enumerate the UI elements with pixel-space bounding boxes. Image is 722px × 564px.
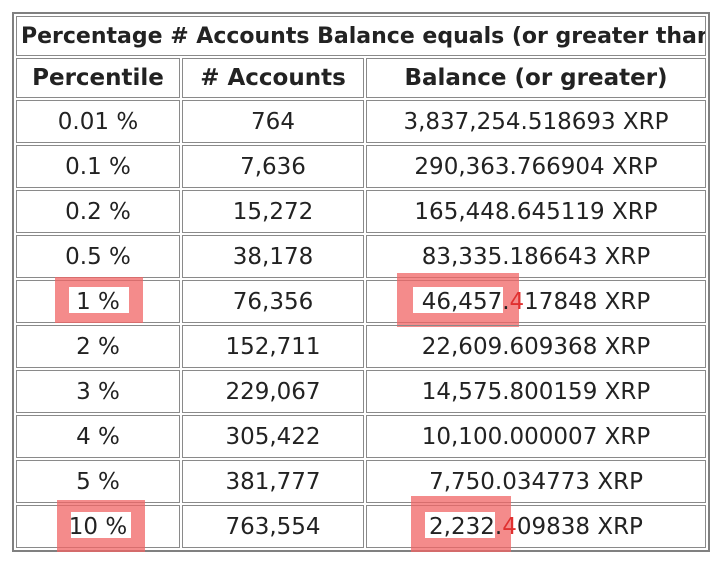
- table-row: 0.1 % 7,636 290,363.766904 XRP: [16, 145, 706, 188]
- table-row: 4 % 305,422 10,100.000007 XRP: [16, 415, 706, 458]
- table-title-row: Percentage # Accounts Balance equals (or…: [16, 16, 706, 56]
- percentile-cell-highlighted: 1 %: [16, 277, 180, 323]
- percentile-cell: 0.01 %: [16, 100, 180, 143]
- header-accounts: # Accounts: [182, 58, 364, 98]
- balance-cell: 83,335.186643 XRP: [366, 235, 706, 278]
- balance-red-digit: 4: [502, 513, 517, 540]
- header-balance: Balance (or greater): [366, 58, 706, 98]
- balance-cell: 22,609.609368 XRP: [366, 325, 706, 368]
- percentile-cell: 2 %: [16, 325, 180, 368]
- table-row: 0.01 % 764 3,837,254.518693 XRP: [16, 100, 706, 143]
- percentile-cell: 3 %: [16, 370, 180, 413]
- balance-cell: 7,750.034773 XRP: [366, 460, 706, 503]
- accounts-cell: 152,711: [182, 325, 364, 368]
- accounts-cell: 38,178: [182, 235, 364, 278]
- accounts-cell: 15,272: [182, 190, 364, 233]
- balance-cell-highlighted: 46,457.417848 XRP: [366, 273, 706, 327]
- balance-text: 2,232.409838 XRP: [429, 514, 643, 540]
- percentile-cell: 5 %: [16, 460, 180, 503]
- balance-cell: 290,363.766904 XRP: [366, 145, 706, 188]
- balance-cell: 10,100.000007 XRP: [366, 415, 706, 458]
- balance-cell: 165,448.645119 XRP: [366, 190, 706, 233]
- percentile-text: 10 %: [68, 513, 128, 540]
- balance-part: 17848 XRP: [524, 288, 651, 315]
- table-row: 2 % 152,711 22,609.609368 XRP: [16, 325, 706, 368]
- balance-part: 46,457.: [421, 288, 510, 315]
- table-row-highlighted: 1 % 76,356 46,457.417848 XRP: [16, 273, 706, 327]
- accounts-cell: 229,067: [182, 370, 364, 413]
- accounts-cell: 7,636: [182, 145, 364, 188]
- percentile-cell: 0.1 %: [16, 145, 180, 188]
- accounts-cell: 76,356: [182, 280, 364, 323]
- accounts-cell: 763,554: [182, 505, 364, 548]
- table-row-highlighted: 10 % 763,554 2,232.409838 XRP: [16, 496, 706, 552]
- balance-red-digit: 4: [509, 288, 525, 315]
- balance-part: 09838 XRP: [516, 513, 643, 540]
- accounts-cell: 381,777: [182, 460, 364, 503]
- balance-text: 46,457.417848 XRP: [422, 289, 651, 315]
- percentile-cell: 0.5 %: [16, 235, 180, 278]
- table-row: 0.2 % 15,272 165,448.645119 XRP: [16, 190, 706, 233]
- table-row: 3 % 229,067 14,575.800159 XRP: [16, 370, 706, 413]
- percentile-cell: 4 %: [16, 415, 180, 458]
- header-percentile: Percentile: [16, 58, 180, 98]
- accounts-cell: 764: [182, 100, 364, 143]
- table-row: 5 % 381,777 7,750.034773 XRP: [16, 460, 706, 503]
- balance-cell-highlighted: 2,232.409838 XRP: [366, 496, 706, 552]
- table-title: Percentage # Accounts Balance equals (or…: [16, 16, 706, 56]
- percentile-text: 1 %: [76, 288, 120, 315]
- percentile-table-container: Percentage # Accounts Balance equals (or…: [12, 12, 710, 552]
- table-row: 0.5 % 38,178 83,335.186643 XRP: [16, 235, 706, 278]
- balance-cell: 3,837,254.518693 XRP: [366, 100, 706, 143]
- balance-part: 2,232.: [429, 513, 503, 540]
- percentile-cell: 0.2 %: [16, 190, 180, 233]
- percentile-cell-highlighted: 10 %: [16, 500, 180, 552]
- percentile-table: Percentage # Accounts Balance equals (or…: [14, 14, 708, 552]
- table-header-row: Percentile # Accounts Balance (or greate…: [16, 58, 706, 98]
- accounts-cell: 305,422: [182, 415, 364, 458]
- balance-cell: 14,575.800159 XRP: [366, 370, 706, 413]
